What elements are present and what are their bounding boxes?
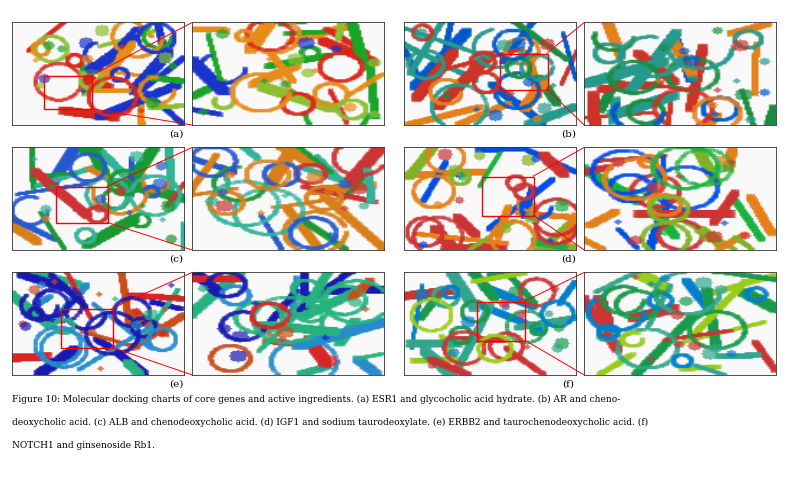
Text: NOTCH1 and ginsenoside Rb1.: NOTCH1 and ginsenoside Rb1. bbox=[12, 441, 155, 450]
Bar bbox=[56, 187, 107, 223]
Text: (f): (f) bbox=[562, 379, 574, 388]
Bar bbox=[44, 76, 92, 109]
Text: (a): (a) bbox=[170, 129, 184, 138]
Text: (c): (c) bbox=[170, 254, 183, 263]
Bar bbox=[61, 309, 113, 348]
Text: deoxycholic acid. (c) ALB and chenodeoxycholic acid. (d) IGF1 and sodium taurode: deoxycholic acid. (c) ALB and chenodeoxy… bbox=[12, 418, 648, 427]
Bar bbox=[482, 177, 534, 216]
Text: (b): (b) bbox=[561, 129, 576, 138]
Bar bbox=[477, 301, 526, 341]
Text: (d): (d) bbox=[561, 254, 576, 263]
Bar bbox=[499, 54, 548, 90]
Text: (e): (e) bbox=[170, 379, 184, 388]
Text: Figure 10: Molecular docking charts of core genes and active ingredients. (a) ES: Figure 10: Molecular docking charts of c… bbox=[12, 394, 620, 404]
